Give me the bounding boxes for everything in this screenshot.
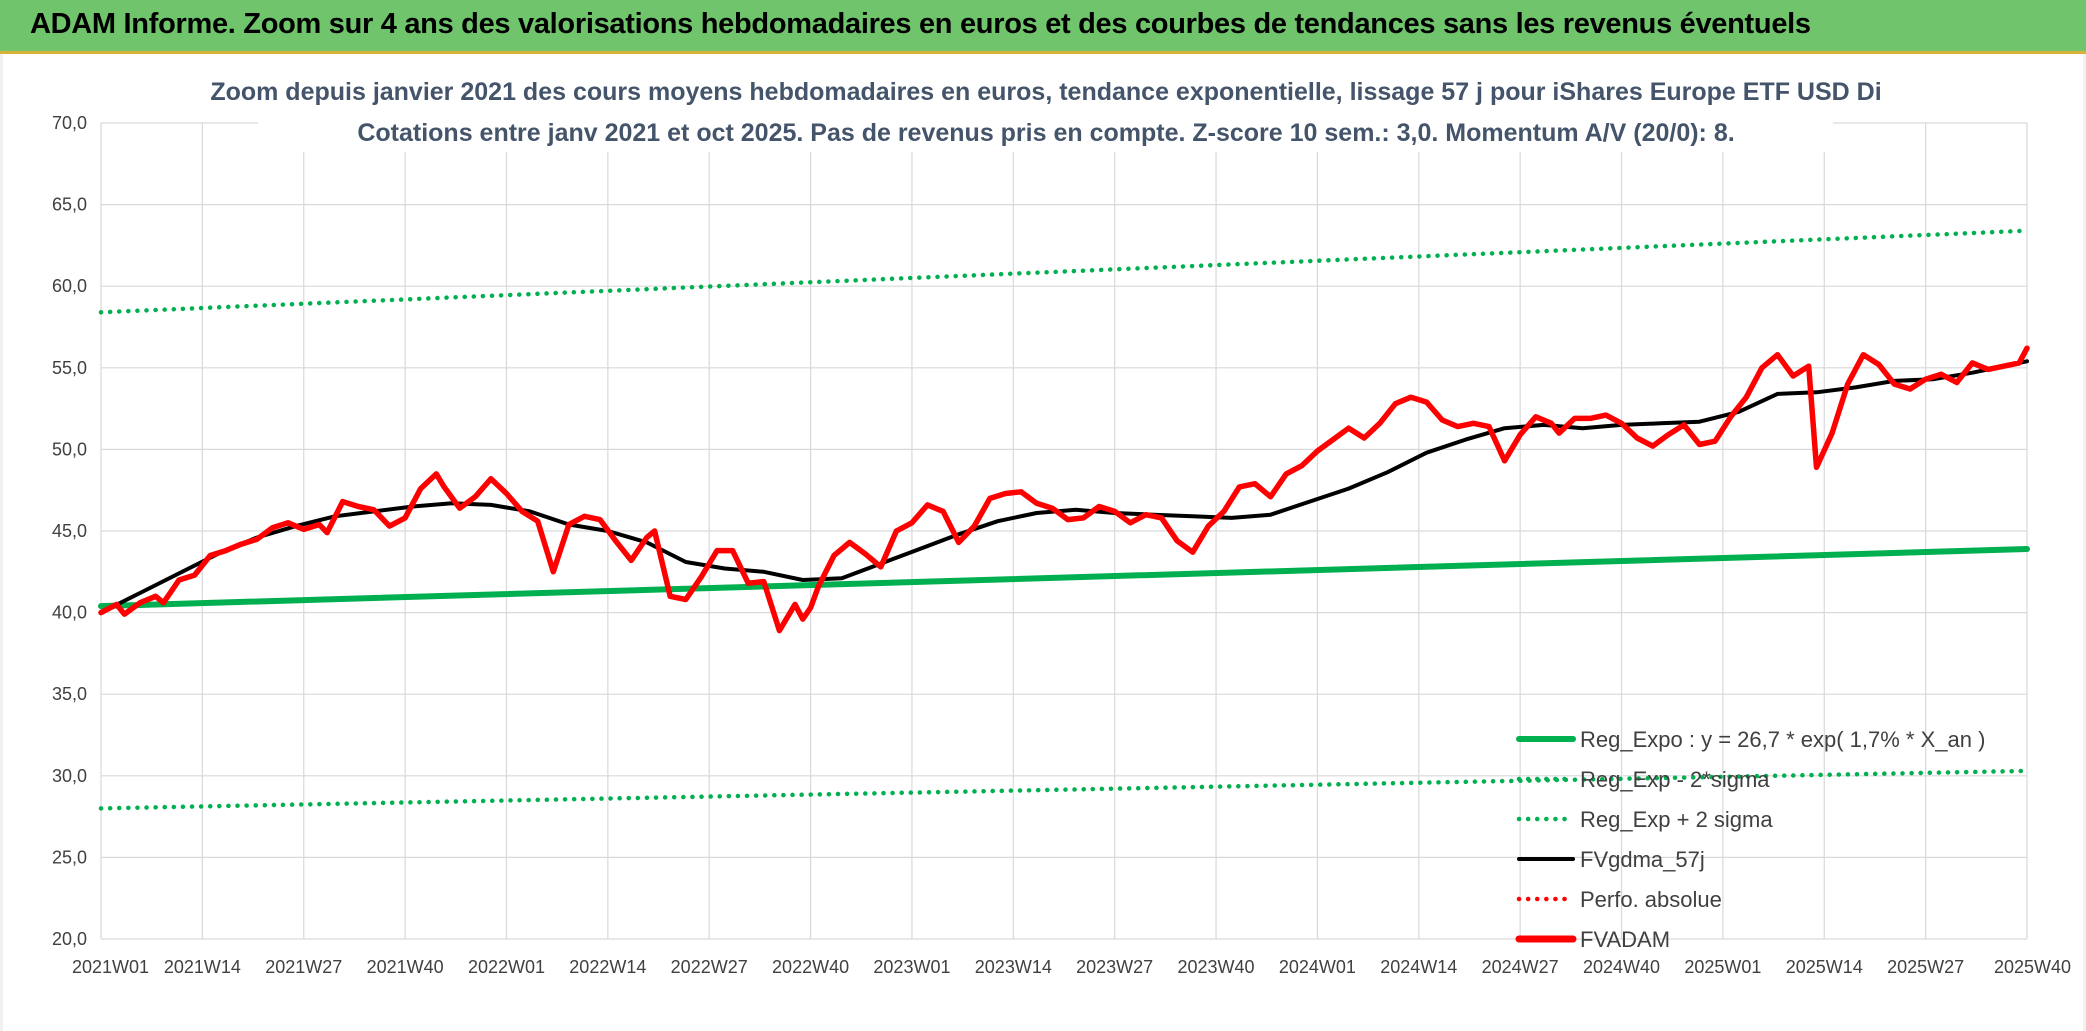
x-tick-label: 2025W14 [1786,957,1863,977]
y-tick-label: 60,0 [52,276,87,296]
legend-label: Perfo. absolue [1580,887,1722,912]
legend-label: FVgdma_57j [1580,847,1705,872]
x-tick-label: 2025W01 [1684,957,1761,977]
x-axis-ticks: 2021W01 2021W14 2021W27 2021W40 2022W01 2022W… [72,957,2071,977]
x-tick-label: 2023W27 [1076,957,1153,977]
chart-title-block: Zoom depuis janvier 2021 des cours moyen… [210,60,1882,152]
chart-subtitle: Cotations entre janv 2021 et oct 2025. P… [357,119,1734,147]
y-tick-label: 25,0 [52,847,87,867]
report-title: ADAM Informe. Zoom sur 4 ans des valoris… [30,8,1811,40]
x-tick-label: 2025W40 [1994,957,2071,977]
y-tick-label: 35,0 [52,684,87,704]
x-tick-label: 2021W01 [72,957,149,977]
x-tick-label: 2024W27 [1482,957,1559,977]
y-tick-label: 70,0 [52,113,87,133]
x-tick-label: 2022W14 [569,957,646,977]
x-tick-label: 2023W01 [873,957,950,977]
legend: Reg_Expo : y = 26,7 * exp( 1,7% * X_an )… [1515,727,1985,952]
y-tick-label: 40,0 [52,603,87,623]
y-tick-label: 55,0 [52,358,87,378]
chart-canvas: 20,0 25,0 30,0 35,0 40,0 45,0 50,0 55,0 60,0 65,0… [52,60,2071,977]
x-tick-label: 2022W01 [468,957,545,977]
x-tick-label: 2025W27 [1887,957,1964,977]
y-tick-label: 20,0 [52,929,87,949]
series-line-reg-exp-2-sigma [98,768,2030,811]
legend-label: FVADAM [1580,927,1670,952]
x-tick-label: 2022W27 [671,957,748,977]
legend-label: Reg_Expo : y = 26,7 * exp( 1,7% * X_an ) [1580,727,1985,752]
series-line-reg-exp-2-sigma [98,228,2030,315]
x-tick-label: 2021W40 [367,957,444,977]
x-tick-label: 2024W01 [1279,957,1356,977]
x-tick-label: 2021W14 [164,957,241,977]
y-tick-label: 30,0 [52,766,87,786]
y-tick-label: 65,0 [52,195,87,215]
series-line-reg-expo-y-26-7-exp-1-7-x-an [98,546,2030,610]
x-tick-label: 2024W40 [1583,957,1660,977]
chart-title: Zoom depuis janvier 2021 des cours moyen… [210,78,1881,106]
legend-label: Reg_Exp + 2 sigma [1580,807,1773,832]
title-background [258,60,1833,152]
series-lines [98,228,2030,811]
series-line-fvgdma-57j [99,359,2029,615]
series-line-fvadam [98,345,2030,634]
legend-label: Reg_Exp - 2*sigma [1580,767,1770,792]
x-tick-label: 2022W40 [772,957,849,977]
y-axis-ticks: 20,0 25,0 30,0 35,0 40,0 45,0 50,0 55,0 60,0 65,0… [52,113,87,949]
x-tick-label: 2021W27 [265,957,342,977]
chart-frame: 20,0 25,0 30,0 35,0 40,0 45,0 50,0 55,0 60,0 65,0… [0,54,2086,1031]
y-tick-label: 50,0 [52,439,87,459]
x-tick-label: 2024W14 [1380,957,1457,977]
x-tick-label: 2023W40 [1178,957,1255,977]
report-banner: ADAM Informe. Zoom sur 4 ans des valoris… [0,0,2086,54]
y-tick-label: 45,0 [52,521,87,541]
x-tick-label: 2023W14 [975,957,1052,977]
